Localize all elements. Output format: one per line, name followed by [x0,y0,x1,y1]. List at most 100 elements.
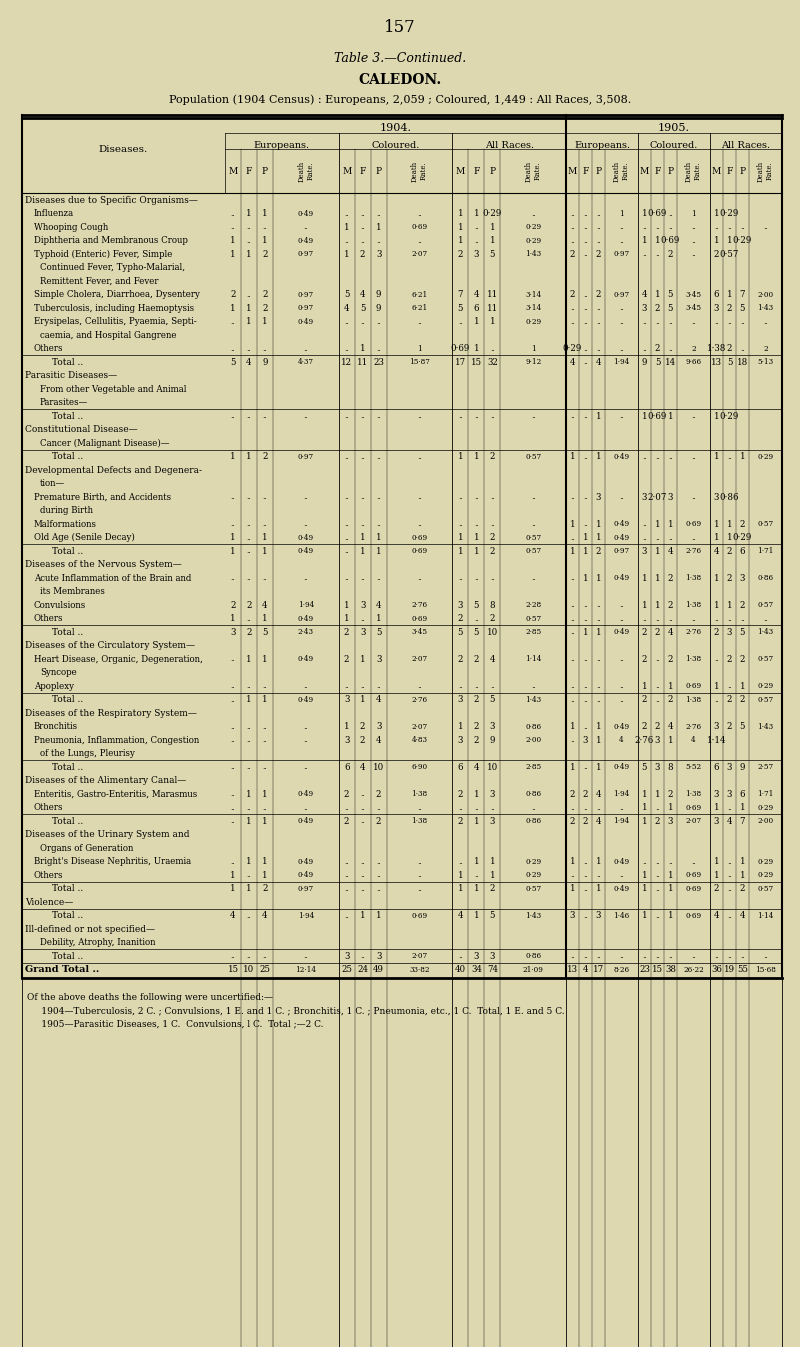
Text: ..: .. [655,912,660,920]
Text: 1: 1 [726,291,732,299]
Text: ..: .. [344,533,349,541]
Text: ..: .. [344,453,349,461]
Text: ..: .. [583,412,588,420]
Text: ..: .. [740,224,745,232]
Text: 1: 1 [726,601,732,610]
Text: 0·29: 0·29 [733,237,752,245]
Text: Acute Inflammation of the Brain and: Acute Inflammation of the Brain and [34,574,191,583]
Text: ..: .. [474,237,478,245]
Text: 2·76: 2·76 [635,735,654,745]
Text: 15: 15 [470,358,482,366]
Text: ..: .. [344,858,349,866]
Text: ..: .. [583,885,588,893]
Text: 1: 1 [596,722,602,731]
Text: 1: 1 [668,735,674,745]
Text: ..: .. [246,872,251,880]
Text: ..: .. [530,210,535,218]
Text: 4: 4 [360,762,366,772]
Text: ..: .. [570,574,575,582]
Text: ..: .. [583,804,588,812]
Text: 3·45: 3·45 [686,291,702,299]
Text: 2: 2 [376,816,382,826]
Text: Diseases of the Nervous System—: Diseases of the Nervous System— [25,560,182,570]
Text: ..: .. [655,533,660,541]
Text: ..: .. [360,493,365,501]
Text: 21·09: 21·09 [522,966,544,974]
Text: Diphtheria and Membranous Croup: Diphtheria and Membranous Croup [34,237,188,245]
Text: ..: .. [530,804,535,812]
Text: ..: .. [344,872,349,880]
Text: Pneumonia, Inflammation, Congestion: Pneumonia, Inflammation, Congestion [34,735,199,745]
Text: 2: 2 [360,735,366,745]
Text: 0·97: 0·97 [614,291,630,299]
Text: ..: .. [303,574,308,582]
Text: ..: .. [246,723,251,731]
Text: 4: 4 [668,547,674,556]
Text: ..: .. [596,210,601,218]
Text: ..: .. [530,493,535,501]
Text: ..: .. [668,224,673,232]
Text: 1: 1 [230,251,236,259]
Text: Death
Rate.: Death Rate. [685,160,702,182]
Text: 1: 1 [714,453,719,462]
Text: tion—: tion— [40,480,65,489]
Text: 1: 1 [668,682,674,691]
Text: 15·87: 15·87 [409,358,430,366]
Text: 0·57: 0·57 [758,696,774,704]
Text: 2: 2 [474,722,479,731]
Text: 3: 3 [490,789,495,799]
Text: ..: .. [230,574,235,582]
Text: 2: 2 [726,547,732,556]
Text: ..: .. [691,952,696,960]
Text: ..: .. [763,616,768,622]
Text: 3: 3 [344,735,350,745]
Text: 1: 1 [230,885,236,893]
Text: ..: .. [570,601,575,609]
Text: ..: .. [691,224,696,232]
Text: ..: .. [458,412,462,420]
Text: ..: .. [376,872,381,880]
Text: Death
Rate.: Death Rate. [525,160,542,182]
Text: ..: .. [344,885,349,893]
Text: 1: 1 [714,872,719,880]
Text: ..: .. [417,453,422,461]
Text: 1·38: 1·38 [686,656,702,664]
Text: 1·46: 1·46 [614,912,630,920]
Text: ..: .. [360,237,365,245]
Text: ..: .. [596,601,601,609]
Text: 1: 1 [262,858,268,866]
Text: Continued Fever, Typho-Malarial,: Continued Fever, Typho-Malarial, [40,264,185,272]
Text: 1: 1 [230,614,236,624]
Text: 3·14: 3·14 [525,291,542,299]
Text: ..: .. [376,412,381,420]
Text: 0·49: 0·49 [298,818,314,826]
Text: ..: .. [619,656,624,664]
Text: 1904.: 1904. [379,123,411,133]
Text: ..: .. [727,683,732,691]
Text: ..: .. [740,318,745,326]
Text: 1·94: 1·94 [614,818,630,826]
Text: 1: 1 [596,453,602,462]
Text: 2: 2 [714,628,719,637]
Text: ..: .. [619,683,624,691]
Text: 1: 1 [376,614,382,624]
Text: 9: 9 [376,304,382,313]
Text: ..: .. [596,304,601,313]
Text: 3: 3 [727,628,732,637]
Text: ..: .. [376,453,381,461]
Text: 1: 1 [642,789,647,799]
Text: 1: 1 [570,885,575,893]
Text: 1: 1 [230,872,236,880]
Text: ..: .. [246,683,251,691]
Text: 3: 3 [727,762,732,772]
Text: 1·43: 1·43 [758,304,774,313]
Text: 4: 4 [619,737,624,745]
Text: ..: .. [619,804,624,812]
Text: 19: 19 [724,966,735,974]
Text: ..: .. [474,412,478,420]
Text: All Races.: All Races. [722,141,770,151]
Text: ..: .. [714,616,719,622]
Text: 12·14: 12·14 [295,966,316,974]
Text: 1: 1 [642,872,647,880]
Text: ..: .. [596,616,601,622]
